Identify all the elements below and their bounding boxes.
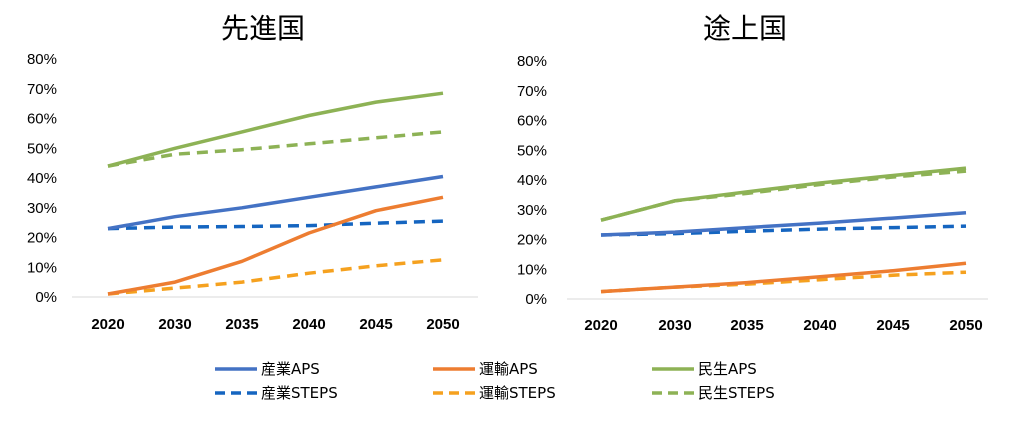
x-tick-label: 2030 [658,317,691,334]
y-tick-label: 40% [27,170,57,187]
y-tick-label: 0% [525,291,547,308]
x-tick-label: 2035 [730,317,763,334]
legend-label: 運輸APS [479,360,538,378]
series-line-3 [107,91,444,168]
legend-label: 民生APS [698,360,757,378]
x-tick-label: 2020 [584,317,617,334]
x-tick-label: 2050 [949,317,982,334]
x-tick-label: 2030 [158,316,191,333]
y-tick-label: 30% [517,202,547,219]
chart-panel-developing: 途上国 0% 10% 20% 30% 40% 50% 60% 70% 80% 2020 2030 203… [517,12,988,334]
x-tick-label: 2035 [225,316,258,333]
chart-title: 先進国 [221,12,305,45]
series-line-2 [107,195,444,296]
series-line-6 [107,130,444,168]
series-line-2 [600,261,967,294]
x-tick-label: 2045 [359,316,392,333]
legend-label: 産業APS [261,360,320,378]
y-tick-label: 60% [27,111,57,128]
legend-label: 運輸STEPS [479,384,556,402]
y-tick-label: 10% [517,261,547,278]
x-tick-label: 2040 [292,316,325,333]
y-tick-label: 80% [517,53,547,70]
x-tick-label: 2020 [91,316,124,333]
chart-panel-developed: 先進国 0% 10% 20% 30% 40% 50% 60% 70% 80% 2020 2030 203… [27,12,478,333]
y-tick-label: 70% [27,81,57,98]
series-line-6 [600,169,967,222]
y-tick-label: 50% [517,142,547,159]
chart-title: 途上国 [703,12,787,45]
x-tick-label: 2040 [803,317,836,334]
x-tick-label: 2045 [876,317,909,334]
y-tick-label: 40% [517,172,547,189]
y-tick-label: 60% [517,113,547,130]
legend: 産業APS 運輸APS 民生APS 産業STEPS 運輸STEPS 民生STEPS [215,360,775,402]
y-tick-label: 80% [27,51,57,68]
series-line-4 [107,219,444,231]
y-tick-label: 0% [35,289,57,306]
legend-label: 民生STEPS [698,384,775,402]
series-line-1 [107,174,444,231]
series-line-3 [600,166,967,222]
y-tick-label: 20% [517,232,547,249]
series-line-1 [600,210,967,237]
series-line-5 [107,258,444,296]
y-tick-label: 50% [27,140,57,157]
x-tick-label: 2050 [426,316,459,333]
y-tick-label: 10% [27,259,57,276]
y-tick-label: 30% [27,200,57,217]
y-tick-label: 20% [27,230,57,247]
y-tick-label: 70% [517,83,547,100]
legend-label: 産業STEPS [261,384,338,402]
